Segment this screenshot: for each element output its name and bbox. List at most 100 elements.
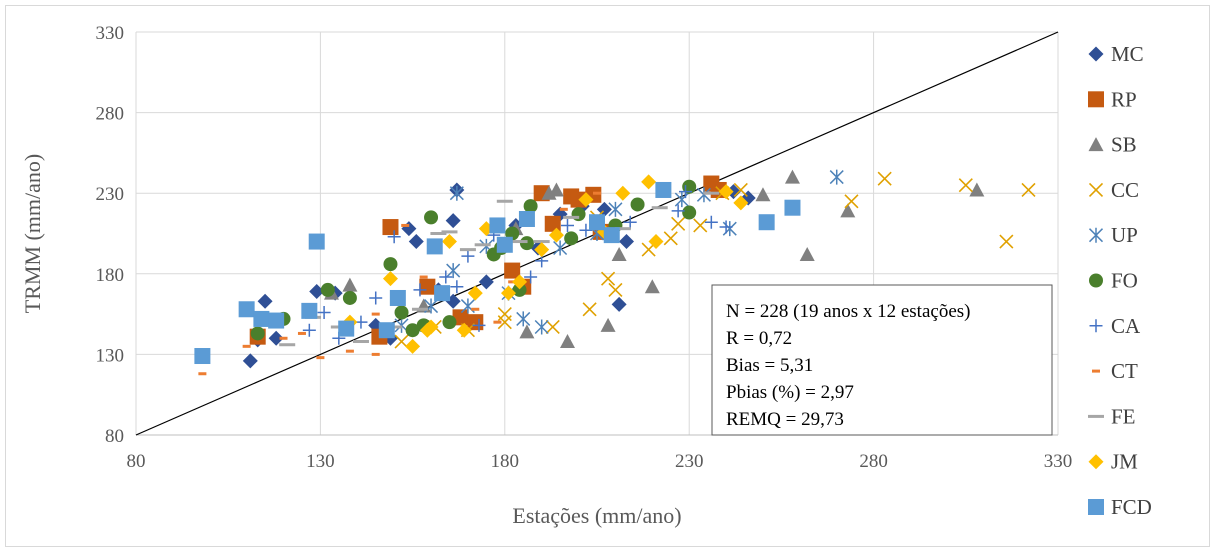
data-point [452,309,469,326]
data-point [467,285,483,301]
legend-marker [1088,499,1104,515]
legend-marker [1088,414,1104,418]
x-tick-label: 230 [675,451,704,472]
series-rp [249,175,727,345]
data-point [383,257,398,272]
legend-marker [1088,454,1104,470]
data-point [651,206,668,210]
data-point [560,218,574,232]
data-point [518,210,535,227]
data-point [461,249,475,263]
series-ca [302,185,733,345]
data-point [496,199,513,203]
data-point [630,197,645,212]
data-point [302,323,316,337]
data-point [611,246,627,261]
data-point [516,311,531,327]
data-point [257,293,273,309]
data-point [497,307,512,322]
data-point [674,192,689,208]
data-point [301,302,318,319]
data-point [958,178,973,193]
data-point [308,233,325,250]
data-point [512,282,527,297]
data-point [434,285,451,302]
data-point [559,334,575,349]
data-point [511,240,528,244]
legend-label: SB [1111,133,1137,157]
data-point [423,319,439,335]
data-point [578,192,594,208]
data-point [619,234,635,250]
data-point [623,215,637,229]
data-point [877,171,892,186]
legend-item-up: UP [1088,223,1138,247]
data-point [648,234,664,250]
data-point [641,174,657,190]
x-tick-label: 330 [1044,451,1073,472]
data-point [317,305,331,319]
data-point [405,338,421,354]
data-point [733,195,749,211]
series-ct [198,191,601,376]
stat-remq: REMQ = 29,73 [726,409,844,430]
data-point [424,210,439,225]
data-point [671,204,685,218]
data-point [655,181,672,198]
data-point [371,312,380,316]
legend-item-ct: CT [1092,359,1138,383]
x-tick-label: 180 [491,451,520,472]
series-fo [250,179,697,341]
legend: MC RP SB CC UP FO CA CT FE JM FCD [1088,42,1152,519]
x-tick-label: 80 [127,451,146,472]
data-point [413,283,427,297]
data-point [382,219,399,236]
data-point [519,324,535,339]
data-point [394,305,409,320]
data-point [493,320,502,324]
data-point [784,169,800,184]
data-point [408,234,424,250]
data-points [194,169,1036,376]
stat-bias: Bias = 5,31 [726,355,813,376]
data-point [309,284,325,300]
data-point [504,262,521,279]
data-point [600,317,616,332]
data-point [253,310,270,327]
tick-labels: 80 130 180 230 280 330 80 130 180 230 280 330 [96,23,1073,472]
legend-item-mc: MC [1088,42,1144,66]
legend-marker [1088,227,1104,243]
data-point [382,271,398,287]
data-point [544,215,561,232]
data-point [524,270,538,284]
data-point [548,227,564,243]
data-point [679,185,693,199]
data-point [405,323,420,338]
stat-r: R = 0,72 [726,328,792,349]
data-point [496,236,513,253]
data-point [316,356,325,360]
legend-label: CA [1111,314,1141,338]
data-point [755,187,771,202]
data-point [582,302,597,317]
x-axis-title: Estações (mm/ano) [512,503,681,528]
legend-marker [1088,46,1104,62]
data-point [430,232,447,235]
data-point [378,322,395,339]
data-point [553,240,568,256]
legend-label: RP [1111,87,1137,111]
series-up [394,169,844,335]
legend-item-sb: SB [1088,133,1137,157]
data-point [784,199,801,216]
data-point [545,319,560,335]
legend-marker [1092,369,1100,373]
statistics-box-border [711,284,1053,436]
data-point [608,201,623,217]
data-point [342,277,358,292]
data-point [268,312,285,329]
data-point [387,230,401,244]
data-point [719,220,733,234]
data-point [389,289,406,306]
legend-label: FO [1111,269,1138,293]
